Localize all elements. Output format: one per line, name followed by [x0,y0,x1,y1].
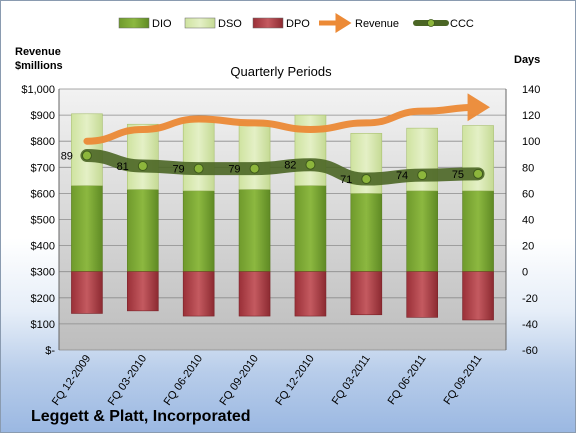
dpo-bar [406,271,438,318]
ccc-point [193,163,204,174]
category-label: FQ 06-2011 [386,353,429,407]
dso-bar [462,125,494,192]
ccc-point [305,159,316,170]
right-tick-label: -20 [522,293,538,305]
ccc-data-label: 74 [396,170,408,182]
dpo-bar [71,271,103,314]
legend-label-dpo: DPO [286,18,310,30]
dio-bar [462,190,494,272]
dpo-bar [238,271,271,317]
category-label: FQ 03-2011 [330,353,373,407]
legend-label-revenue: Revenue [355,18,399,30]
left-tick-label: $200 [31,293,55,305]
dio-bar [350,193,383,272]
left-tick-label: $300 [31,267,55,279]
revenue-line [83,93,490,145]
left-tick-label: $- [45,345,55,357]
legend-swatch-dpo [252,17,284,29]
dpo-bar [350,271,383,316]
category-label: FQ 12-2010 [273,353,317,408]
legend-label-ccc: CCC [450,18,474,30]
ccc-point [137,160,148,171]
right-tick-label: 20 [522,241,534,253]
ccc-point [361,174,372,185]
left-tick-label: $500 [31,215,55,227]
ccc-point [81,150,92,161]
right-tick-label: 140 [522,84,540,96]
ccc-data-label: 89 [61,151,73,163]
dio-bar [71,185,103,273]
dio-bar [294,185,327,273]
company-name: Leggett & Platt, Incorporated [31,408,251,425]
ccc-point [249,163,260,174]
dso-bar [238,121,271,190]
right-tick-label: 40 [522,215,534,227]
ccc-point [473,168,484,179]
ccc-data-label: 82 [284,160,296,172]
left-tick-label: $1,000 [21,84,55,96]
right-tick-label: -40 [522,319,538,331]
revenue-series [83,93,490,145]
dpo-bar [294,271,327,317]
left-tick-label: $100 [31,319,55,331]
legend-swatch-dso [184,17,216,29]
right-tick-label: 60 [522,188,534,200]
legend-label-dso: DSO [218,18,242,30]
left-axis-title-line1: Revenue [15,46,61,58]
left-tick-label: $400 [31,241,55,253]
dio-bar [238,189,271,272]
dio-bar [182,190,215,272]
dso-bar [127,123,159,190]
bars [71,113,494,321]
ccc-series: 89 81 79 79 82 71 74 75 [61,149,485,186]
ccc-data-label: 75 [452,169,464,181]
ccc-data-label: 79 [172,164,184,176]
ccc-data-label: 81 [117,161,129,173]
ccc-point [417,170,428,181]
left-tick-label: $800 [31,136,55,148]
legend: DIO DSO DPO Revenue CCC [118,13,474,33]
legend-marker-ccc [427,19,435,27]
left-tick-label: $900 [31,110,55,122]
dio-bar [406,190,438,272]
dpo-bar [182,271,215,317]
left-axis-title-line2: $millions [15,60,63,72]
dso-bar [182,120,215,192]
right-tick-label: -60 [522,345,538,357]
category-label: FQ 09-2010 [218,353,262,408]
right-tick-label: 100 [522,136,540,148]
right-tick-label: 80 [522,162,534,174]
ccc-data-label: 79 [228,164,240,176]
category-label: FQ 06-2010 [162,353,206,408]
right-tick-label: 120 [522,110,540,122]
category-label: FQ 09-2011 [441,353,484,407]
ccc-data-label: 71 [340,174,352,186]
category-label: FQ 12-2009 [50,353,94,408]
chart-title: Quarterly Periods [230,64,332,79]
dpo-bar [462,271,494,321]
right-axis-title: Days [514,54,540,66]
right-tick-label: 0 [522,267,528,279]
dio-bar [127,189,159,272]
legend-label-dio: DIO [152,18,172,30]
left-tick-label: $600 [31,188,55,200]
category-label: FQ 03-2010 [106,353,150,408]
left-tick-label: $700 [31,162,55,174]
dpo-bar [127,271,159,312]
legend-swatch-dio [118,17,150,29]
